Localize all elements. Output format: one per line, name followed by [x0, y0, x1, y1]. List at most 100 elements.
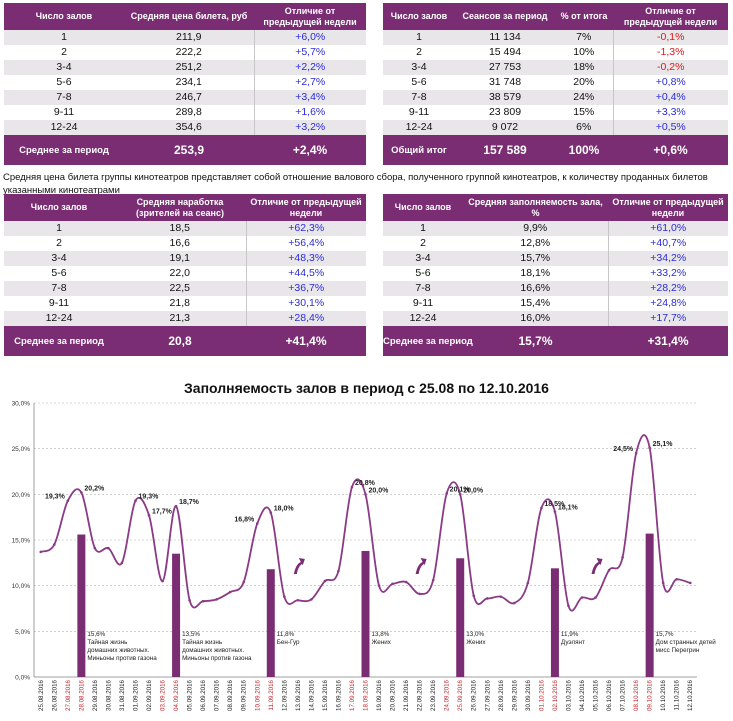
table-row: 7-8 22,5 +36,7%: [4, 281, 366, 296]
footer-label: Среднее за период: [383, 326, 473, 356]
change-cell: +28,2%: [607, 281, 728, 296]
x-tick-label: 07.10.2016: [620, 679, 627, 711]
bar: [266, 569, 275, 677]
line-point: [201, 599, 205, 603]
point-value-label: 19,3%: [45, 494, 66, 501]
line-point: [580, 596, 584, 599]
line-point: [93, 546, 97, 550]
bar: [550, 568, 559, 677]
table-row: 2 16,6 +56,4%: [4, 236, 366, 251]
col-halls: Число залов: [383, 194, 463, 221]
table-cell: 3-4: [4, 251, 114, 266]
table-row: 7-8 16,6% +28,2%: [383, 281, 728, 296]
table-cell: 7-8: [4, 281, 114, 296]
line-point: [323, 579, 327, 583]
line-point: [445, 492, 448, 495]
point-value-label: 18,1%: [558, 505, 579, 512]
x-tick-label: 14.09.2016: [308, 679, 315, 711]
line-point: [688, 581, 692, 585]
change-cell: +44,5%: [245, 266, 366, 281]
table-cell: 1: [4, 221, 114, 236]
table-row: 2 15 494 10% -1,3%: [383, 45, 728, 60]
point-value-label: 20,2%: [84, 486, 105, 493]
table-row: 2 12,8% +40,7%: [383, 236, 728, 251]
table-row: 9-11 23 809 15% +3,3%: [383, 105, 728, 120]
table-cell: 2: [56, 237, 62, 249]
x-tick-label: 28.09.2016: [498, 679, 505, 711]
y-tick-label: 5,0%: [15, 629, 30, 636]
table-cell: 211,9: [124, 30, 254, 45]
point-value-label: 20,8%: [355, 480, 376, 487]
table-cell: 20%: [573, 76, 595, 88]
table-cell: 3-4: [383, 251, 463, 266]
table-row: 5-6 18,1% +33,2%: [383, 266, 728, 281]
table-cell: 15,7%: [463, 251, 608, 266]
sessions-table: Число залов Сеансов за период % от итога…: [383, 3, 728, 165]
table-row: 5-6 31 748 20% +0,8%: [383, 75, 728, 90]
x-tick-label: 10.09.2016: [254, 679, 261, 711]
table-cell: 289,8: [175, 106, 202, 118]
trend-up-arrow-icon: [415, 558, 427, 574]
x-tick-label: 09.09.2016: [241, 679, 248, 711]
bar-value-label: 11,9%: [561, 631, 579, 638]
table-row: 9-11 289,8 +1,6%: [4, 105, 366, 120]
table-cell: 9-11: [53, 106, 75, 118]
change-cell: +40,7%: [607, 236, 728, 251]
x-tick-label: 08.10.2016: [633, 679, 640, 711]
table-row: 3-4 19,1 +48,3%: [4, 251, 366, 266]
col-change: Отличие от предыдущей недели: [608, 194, 728, 221]
change-cell: +3,3%: [612, 105, 728, 120]
change-cell: +5,7%: [253, 45, 366, 60]
table-row: 1 18,5 +62,3%: [4, 221, 366, 236]
bar-film-label: Тайная жизнь: [87, 638, 128, 646]
table-cell: 1: [383, 30, 455, 45]
x-tick-label: 30.09.2016: [525, 679, 532, 711]
point-value-label: 20,0%: [369, 487, 390, 494]
x-tick-label: 15.09.2016: [322, 679, 329, 711]
table-cell: 5-6: [415, 267, 431, 279]
table-row: 1 211,9 +6,0%: [4, 30, 366, 45]
point-value-label: 18,0%: [274, 506, 295, 513]
bar-value-label: 13,0%: [466, 631, 484, 638]
table-cell: 5-6: [411, 76, 427, 88]
chart-title: Заполняемость залов в период с 25.08 по …: [184, 380, 549, 396]
footer-label: Среднее за период: [4, 326, 114, 356]
x-tick-label: 13.09.2016: [295, 679, 302, 711]
line-point: [337, 569, 340, 573]
x-tick-label: 03.09.2016: [160, 679, 167, 711]
table-cell: 7-8: [383, 90, 455, 105]
table-cell: 354,6: [124, 120, 254, 135]
table-cell: 15,4%: [520, 297, 551, 309]
x-tick-label: 16.09.2016: [335, 679, 342, 711]
table-cell: 31 748: [488, 76, 522, 88]
table-cell: 10%: [573, 46, 595, 58]
change-cell: +0,4%: [612, 90, 728, 105]
line-point: [188, 598, 191, 602]
point-value-label: 18,7%: [179, 499, 200, 506]
x-tick-label: 03.10.2016: [565, 679, 572, 711]
x-tick-label: 02.10.2016: [552, 679, 559, 711]
footer-value: +31,4%: [608, 326, 728, 356]
table-row: 2 222,2 +5,7%: [4, 45, 366, 60]
table-cell: 12-24: [4, 311, 114, 326]
change-cell: +34,2%: [607, 251, 728, 266]
table-footer-row: Среднее за период 15,7% +31,4%: [383, 326, 728, 356]
table-cell: 18,1%: [520, 267, 551, 279]
table-cell: 12,8%: [520, 237, 551, 249]
x-tick-label: 08.09.2016: [227, 679, 234, 711]
bar-film-label: Дом странных детей: [656, 638, 717, 646]
x-tick-label: 09.10.2016: [647, 679, 654, 711]
table-cell: 1: [383, 221, 463, 236]
x-tick-label: 01.09.2016: [132, 679, 139, 711]
line-point: [418, 592, 421, 596]
table-cell: 5-6: [56, 76, 72, 88]
line-point: [66, 499, 70, 503]
line-point: [134, 499, 137, 503]
line-point: [513, 601, 516, 605]
change-cell: +30,1%: [245, 296, 366, 311]
point-value-label: 19,3%: [138, 494, 159, 501]
col-change: Отличие от предыдущей недели: [254, 3, 366, 30]
table-cell: 12-24: [383, 120, 455, 135]
x-tick-label: 27.08.2016: [65, 679, 72, 711]
